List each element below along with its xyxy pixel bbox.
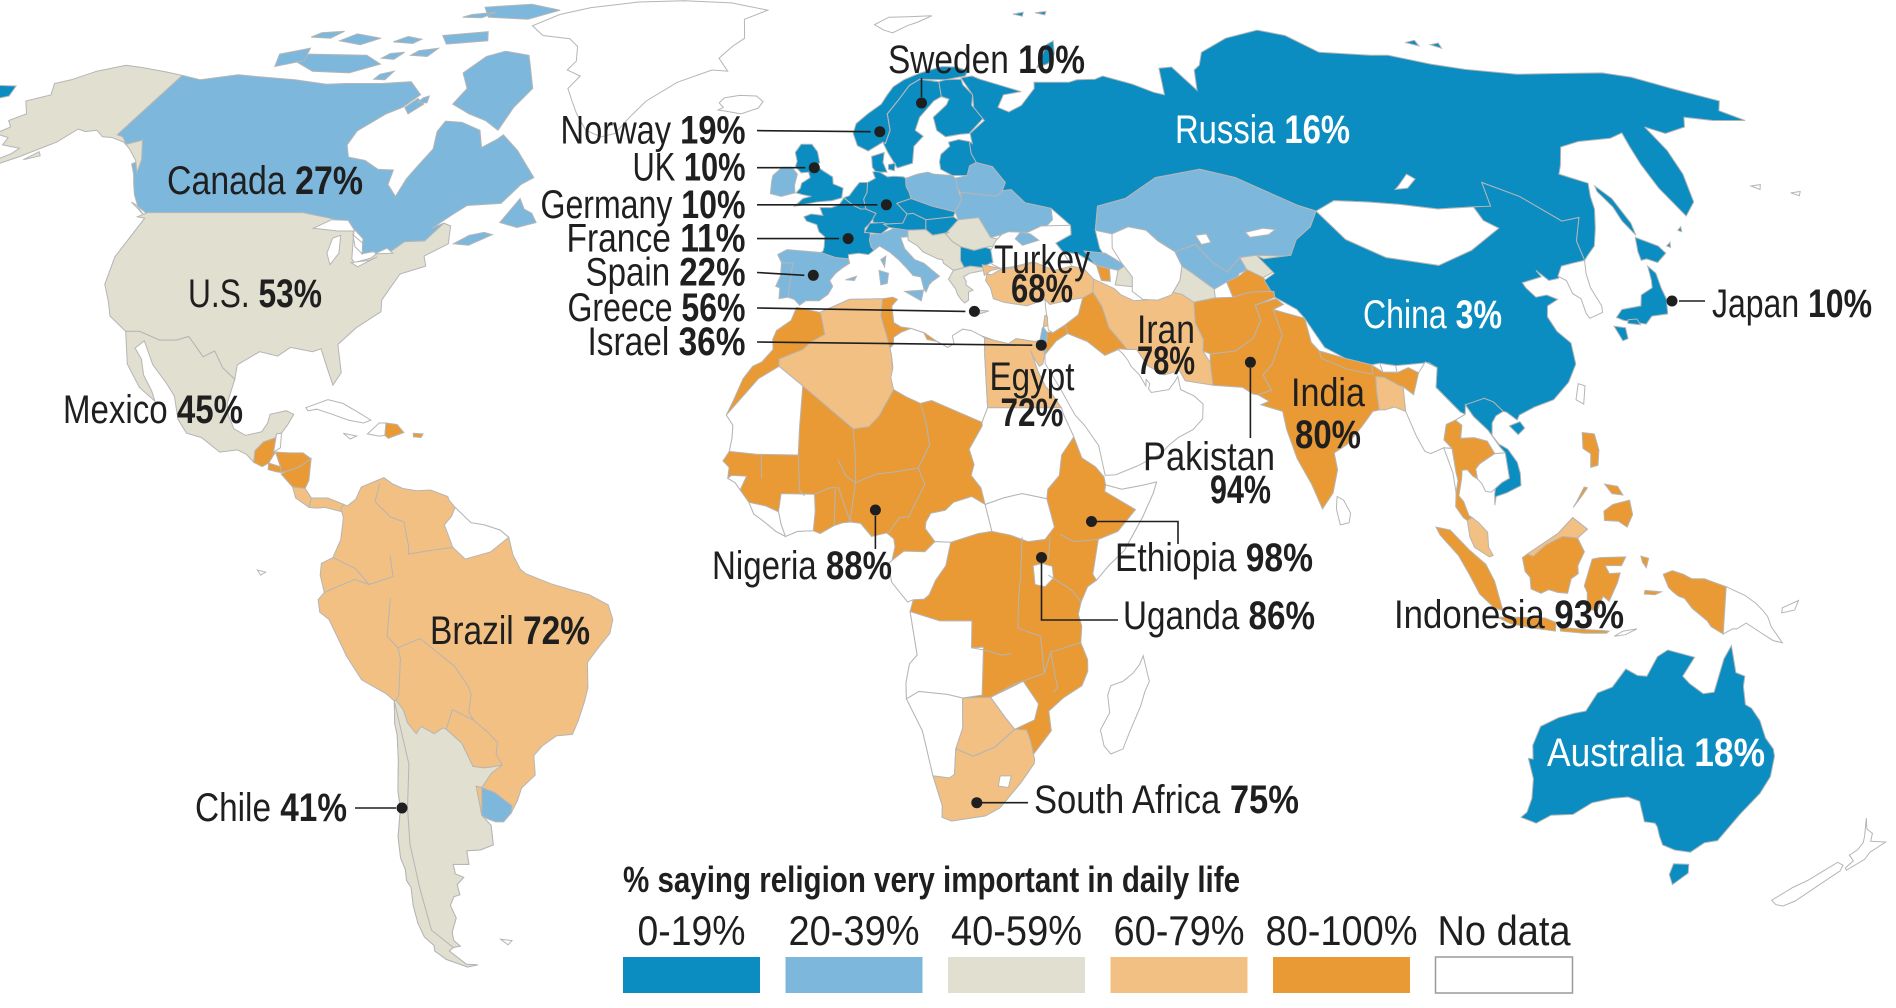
svg-text:20-39%: 20-39%: [789, 907, 920, 954]
svg-text:Israel 36%: Israel 36%: [588, 320, 746, 364]
svg-text:94%: 94%: [1210, 468, 1271, 512]
svg-text:Russia 16%: Russia 16%: [1175, 108, 1350, 152]
svg-text:68%: 68%: [1011, 267, 1073, 311]
svg-text:Uganda 86%: Uganda 86%: [1123, 594, 1315, 638]
svg-text:Norway 19%: Norway 19%: [561, 109, 746, 153]
svg-text:China 3%: China 3%: [1363, 293, 1502, 337]
svg-text:Brazil 72%: Brazil 72%: [430, 609, 590, 653]
svg-text:Chile 41%: Chile 41%: [195, 786, 347, 830]
svg-text:Australia 18%: Australia 18%: [1547, 731, 1765, 775]
svg-text:Ethiopia 98%: Ethiopia 98%: [1115, 536, 1313, 580]
svg-text:0-19%: 0-19%: [638, 907, 746, 954]
svg-text:80-100%: 80-100%: [1266, 907, 1418, 954]
svg-text:Iran: Iran: [1137, 308, 1195, 352]
svg-text:80%: 80%: [1295, 413, 1361, 457]
svg-text:Nigeria 88%: Nigeria 88%: [712, 544, 892, 588]
svg-text:72%: 72%: [1001, 391, 1064, 435]
svg-text:Indonesia 93%: Indonesia 93%: [1394, 593, 1624, 637]
svg-text:UK 10%: UK 10%: [633, 146, 746, 190]
svg-text:% saying religion very importa: % saying religion very important in dail…: [623, 859, 1240, 900]
svg-text:U.S. 53%: U.S. 53%: [188, 272, 322, 316]
svg-text:Sweden 10%: Sweden 10%: [888, 38, 1085, 82]
svg-text:No data: No data: [1438, 907, 1572, 954]
svg-text:78%: 78%: [1137, 339, 1195, 383]
svg-text:France 11%: France 11%: [567, 217, 746, 261]
svg-text:South Africa 75%: South Africa 75%: [1034, 778, 1299, 822]
svg-text:Greece 56%: Greece 56%: [568, 286, 746, 330]
svg-text:Mexico 45%: Mexico 45%: [63, 388, 243, 432]
svg-text:Spain 22%: Spain 22%: [586, 251, 746, 295]
svg-text:Germany 10%: Germany 10%: [541, 183, 746, 227]
svg-text:Japan 10%: Japan 10%: [1712, 282, 1872, 326]
svg-text:India: India: [1291, 371, 1366, 415]
svg-text:40-59%: 40-59%: [951, 907, 1082, 954]
svg-text:Egypt: Egypt: [990, 355, 1075, 399]
svg-text:Pakistan: Pakistan: [1143, 435, 1275, 479]
svg-text:Turkey: Turkey: [994, 238, 1090, 282]
svg-text:Canada 27%: Canada 27%: [167, 159, 363, 203]
svg-text:60-79%: 60-79%: [1114, 907, 1245, 954]
